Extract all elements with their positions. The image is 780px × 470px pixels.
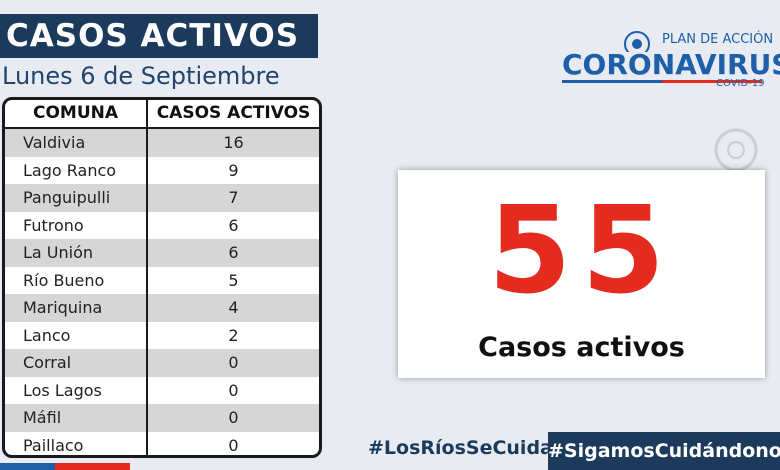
comuna: Máfil: [5, 404, 148, 432]
table-row: Futrono 6: [5, 211, 319, 239]
cases: 6: [228, 215, 239, 235]
column-header: COMUNA: [5, 100, 148, 127]
date: Lunes 6 de Septiembre: [2, 62, 280, 90]
comuna: Mariquina: [5, 294, 148, 322]
table-row: Corral 0: [5, 349, 319, 377]
table-row: Lago Ranco 9: [5, 156, 319, 184]
cases: 16: [223, 133, 244, 152]
cases: 0: [228, 408, 239, 427]
comuna: Los Lagos: [5, 376, 148, 404]
table-row: Mariquina 4: [5, 294, 319, 322]
cases: 7: [228, 188, 239, 207]
comuna: Valdivia: [5, 129, 148, 157]
table-row: Paillaco 0: [5, 431, 319, 455]
logo-plan: PLAN DE ACCIÓN: [662, 32, 774, 47]
table: COMUNA CASOS ACTIVOS Valdivia 16 Lago Ranc…: [2, 97, 322, 458]
cases: 2: [228, 325, 239, 345]
logo-stripe: [562, 80, 762, 83]
comuna: Corral: [5, 349, 148, 377]
table-row: Panguipulli 7: [5, 184, 319, 212]
cases: 5: [228, 270, 239, 290]
cases: 9: [228, 160, 239, 180]
table-row: Máfil 0: [5, 404, 319, 432]
table-row: Lanco 2: [5, 321, 319, 349]
cases: 0: [228, 435, 239, 455]
virus-icon: [714, 128, 758, 172]
hashtag: #LosRíosSeCuida: [368, 437, 553, 459]
comuna: Lanco: [5, 321, 148, 349]
title: CASOS ACTIVOS: [0, 14, 318, 58]
cases: 0: [228, 353, 239, 372]
comuna: Paillaco: [5, 431, 148, 455]
logo-icon: [624, 31, 650, 52]
comuna: Panguipulli: [5, 184, 148, 212]
column-header: CASOS ACTIVOS: [156, 103, 311, 123]
total-box: 55 Casos activos: [398, 170, 765, 378]
logo-sub: COVID-19: [716, 78, 765, 89]
comuna: Lago Ranco: [5, 156, 148, 184]
hashtag: #SigamosCuidándonos: [548, 432, 780, 470]
total-label: Casos activos: [478, 332, 685, 363]
comuna: Futrono: [5, 211, 148, 239]
logo-name: CORONAVIRUS: [562, 48, 780, 81]
table-row: Valdivia 16: [5, 129, 319, 157]
total-value: 55: [488, 182, 675, 321]
comuna: Río Bueno: [5, 266, 148, 294]
cases: 0: [228, 380, 239, 400]
comuna: La Unión: [5, 239, 148, 267]
table-row: Los Lagos 0: [5, 376, 319, 404]
cases: 6: [228, 243, 239, 262]
footer-stripe: [0, 463, 130, 470]
table-row: La Unión 6: [5, 239, 319, 267]
header-row: COMUNA CASOS ACTIVOS: [5, 100, 319, 129]
table-row: Río Bueno 5: [5, 266, 319, 294]
cases: 4: [228, 298, 239, 317]
